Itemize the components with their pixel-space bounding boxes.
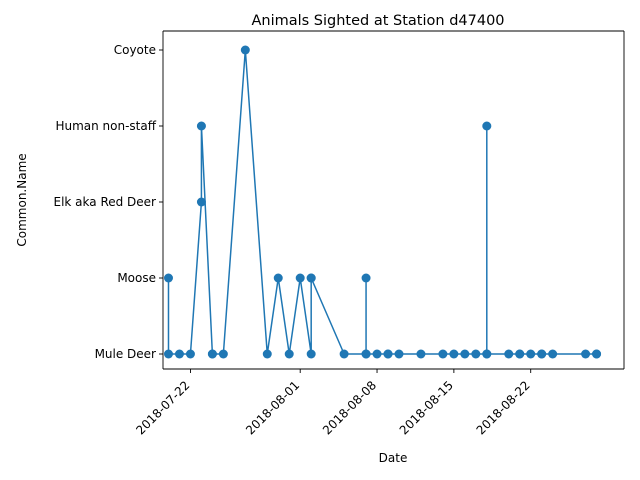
data-point [526, 349, 536, 359]
data-point [592, 349, 602, 359]
y-axis-label: Common.Name [15, 153, 29, 246]
data-point [504, 349, 514, 359]
data-point [394, 349, 404, 359]
x-axis-label: Date [379, 451, 408, 465]
data-point [207, 349, 217, 359]
data-point [174, 349, 184, 359]
data-point [218, 349, 228, 359]
data-point [163, 273, 173, 283]
data-point [471, 349, 481, 359]
data-point [273, 273, 283, 283]
data-point [196, 121, 206, 131]
y-tick-label: Coyote [114, 43, 156, 57]
y-tick-label: Human non-staff [55, 119, 156, 133]
data-point [581, 349, 591, 359]
data-point [482, 121, 492, 131]
data-point [438, 349, 448, 359]
data-point [284, 349, 294, 359]
data-point [460, 349, 470, 359]
data-point [339, 349, 349, 359]
y-tick-label: Mule Deer [95, 347, 156, 361]
data-point [295, 273, 305, 283]
data-point [306, 273, 316, 283]
data-point [449, 349, 459, 359]
data-point [537, 349, 547, 359]
data-point [372, 349, 382, 359]
series-layer [163, 45, 602, 359]
data-point [163, 349, 173, 359]
data-point [515, 349, 525, 359]
y-tick-label: Moose [117, 271, 156, 285]
data-point [262, 349, 272, 359]
data-point [548, 349, 558, 359]
data-point [240, 45, 250, 55]
data-point [196, 197, 206, 207]
data-point [361, 273, 371, 283]
y-axis: Mule Deer Moose Elk aka Red Deer Human non-… [54, 43, 163, 361]
data-point [306, 349, 316, 359]
data-point [482, 349, 492, 359]
y-tick-label: Elk aka Red Deer [54, 195, 157, 209]
data-point [383, 349, 393, 359]
chart-title: Animals Sighted at Station d47400 [251, 13, 504, 29]
data-point [361, 349, 371, 359]
data-point [416, 349, 426, 359]
plot-area [162, 30, 625, 370]
data-point [185, 349, 195, 359]
